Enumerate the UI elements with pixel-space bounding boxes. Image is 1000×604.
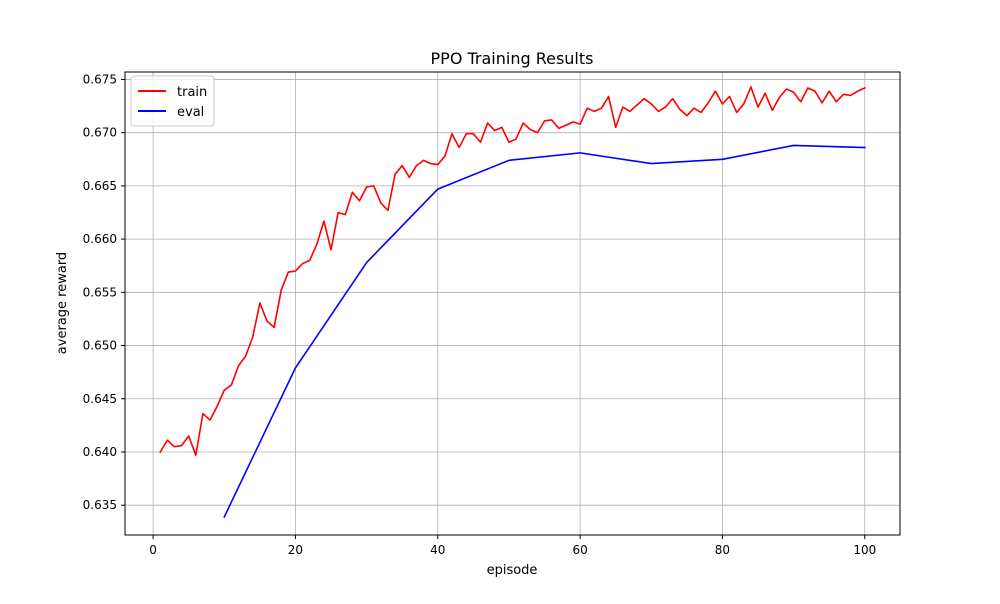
- legend-box: [130, 75, 215, 127]
- series-line-eval: [223, 144, 866, 518]
- y-axis-label: average reward: [55, 252, 70, 354]
- y-tick-label: 0.645: [83, 392, 117, 406]
- y-tick-label: 0.660: [83, 232, 117, 246]
- axis-ticks: 0 20 40 60 80 100 0.635 0.640 0.645 0.650 0.655 0.6…: [83, 72, 877, 557]
- y-tick-label: 0.635: [83, 498, 117, 512]
- x-tick-label: 0: [149, 543, 157, 557]
- legend-label-eval: eval: [177, 105, 204, 120]
- x-tick-label: 20: [288, 543, 303, 557]
- y-tick-label: 0.665: [83, 179, 117, 193]
- chart-title: PPO Training Results: [431, 49, 594, 68]
- legend: train eval: [130, 75, 215, 127]
- legend-label-train: train: [177, 85, 207, 100]
- series-line-train: [159, 86, 866, 456]
- y-tick-label: 0.670: [83, 126, 117, 140]
- plot-area-frame: [124, 71, 901, 536]
- x-tick-label: 60: [572, 543, 587, 557]
- y-tick-label: 0.650: [83, 339, 117, 353]
- x-tick-label: 40: [430, 543, 445, 557]
- grid-lines: [125, 72, 900, 535]
- x-axis-label: episode: [487, 563, 538, 578]
- y-tick-label: 0.655: [83, 285, 117, 299]
- y-tick-label: 0.675: [83, 72, 117, 86]
- x-tick-label: 100: [853, 543, 876, 557]
- y-tick-label: 0.640: [83, 445, 117, 459]
- series-lines: [159, 86, 866, 518]
- x-tick-label: 80: [715, 543, 730, 557]
